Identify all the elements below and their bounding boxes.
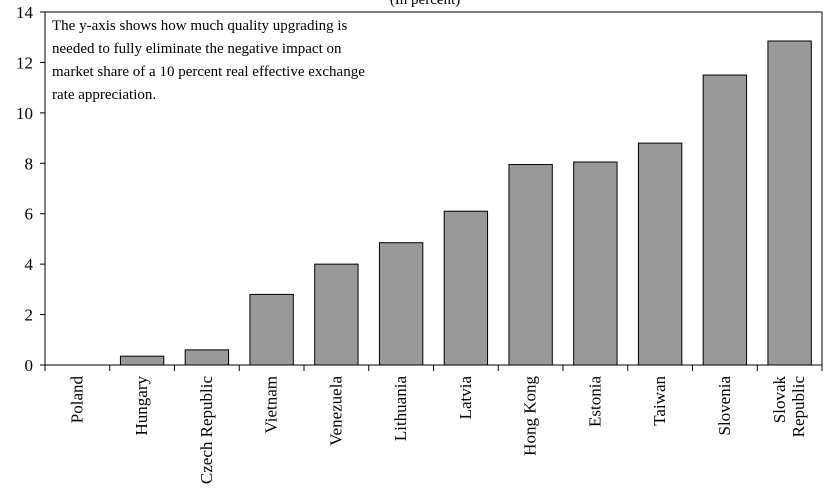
bar xyxy=(119,355,165,366)
annotation-note: The y-axis shows how much quality upgrad… xyxy=(52,18,365,103)
bar xyxy=(249,293,294,366)
bar xyxy=(573,161,618,366)
x-category-label: Estonia xyxy=(585,376,604,427)
bar xyxy=(184,349,230,366)
bar xyxy=(508,164,553,366)
x-category-label: Lithuania xyxy=(391,376,410,442)
y-tick-label: 2 xyxy=(25,306,34,325)
chart-title: (In percent) xyxy=(390,0,460,8)
x-category-label: Hungary xyxy=(132,376,151,436)
bar xyxy=(637,142,683,366)
annotation-line: needed to fully eliminate the negative i… xyxy=(52,41,342,57)
annotation-line: market share of a 10 percent real effect… xyxy=(52,64,365,80)
annotation-line: rate appreciation. xyxy=(52,87,156,103)
y-tick-label: 6 xyxy=(25,205,34,224)
x-category-label: Czech Republic xyxy=(197,376,216,485)
x-category-label: Vietnam xyxy=(262,376,281,434)
bar xyxy=(378,242,424,366)
y-tick-label: 0 xyxy=(25,356,34,375)
x-category-label: Republic xyxy=(789,376,808,438)
y-tick-label: 12 xyxy=(16,53,33,72)
y-tick-label: 4 xyxy=(25,255,34,274)
bars xyxy=(119,40,812,366)
x-category-label: Venezuela xyxy=(326,376,345,446)
annotation-line: The y-axis shows how much quality upgrad… xyxy=(52,18,348,34)
bar xyxy=(443,210,489,366)
bar xyxy=(702,74,748,366)
x-category-label: Taiwan xyxy=(650,376,669,426)
y-axis: 0 2 4 6 8 10 12 14 xyxy=(16,3,823,375)
x-category-label: Latvia xyxy=(456,376,475,420)
y-tick-label: 14 xyxy=(16,3,34,22)
x-category-label: Poland xyxy=(67,376,86,424)
y-tick-label: 10 xyxy=(16,104,33,123)
y-tick-label: 8 xyxy=(25,154,34,173)
bar xyxy=(314,263,359,366)
bar xyxy=(767,40,812,366)
x-category-label: Slovak xyxy=(770,376,789,424)
x-category-label: Slovenia xyxy=(715,376,734,436)
x-axis-labels: Poland Hungary Czech Republic Vietnam Venezu… xyxy=(67,376,808,485)
x-category-label: Hong Kong xyxy=(521,376,540,456)
